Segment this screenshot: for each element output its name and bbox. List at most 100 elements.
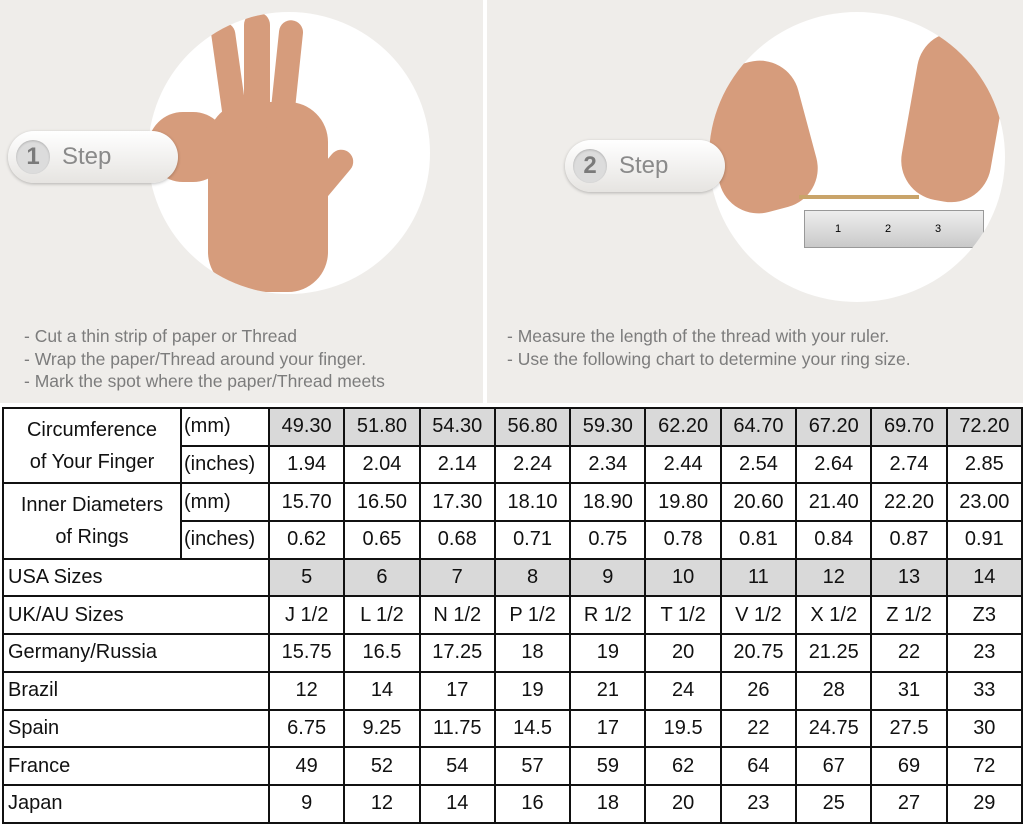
row-label: Japan: [2, 783, 270, 824]
value-cell: 0.68: [418, 520, 496, 560]
value-cell: 19.5: [644, 708, 722, 749]
value-cell: 56.80: [493, 407, 572, 447]
value-cell: 18: [569, 783, 647, 824]
table-row: (inches) 0.62 0.65 0.68 0.71 0.75 0.78 0.81 0.84…: [3, 520, 1023, 560]
value-cell: 17.30: [418, 482, 496, 523]
step2-badge: 2 Step: [565, 140, 725, 192]
value-cell: 54: [418, 746, 496, 786]
value-cell: 0.81: [719, 520, 798, 560]
value-cell: 2.04: [343, 444, 421, 485]
value-cell: 69.70: [870, 407, 948, 447]
step1-number: 1: [16, 140, 50, 174]
value-cell: X 1/2: [795, 595, 873, 636]
value-cell: 8: [493, 557, 572, 598]
table-row: USA Sizes 5 6 7 8 9 10 11 12 13 14: [2, 557, 1023, 598]
value-cell: 5: [267, 557, 346, 598]
value-cell: 69: [870, 746, 948, 786]
ruler: 1 2 3: [804, 210, 984, 248]
table-row: Germany/Russia 15.75 16.5 17.25 18 19 20 20.75 2…: [2, 633, 1023, 673]
value-cell: P 1/2: [493, 595, 572, 636]
row-label: USA Sizes: [2, 557, 270, 598]
value-cell: 10: [644, 557, 722, 598]
value-cell: 22.20: [870, 482, 948, 523]
value-cell: 9.25: [343, 708, 421, 749]
value-cell: 49.30: [267, 407, 346, 447]
row-label: Germany/Russia: [2, 633, 270, 673]
value-cell: 17: [418, 670, 496, 711]
value-cell: 7: [418, 557, 496, 598]
value-cell: 52: [343, 746, 421, 786]
value-cell: 0.75: [569, 520, 647, 560]
value-cell: 16.5: [343, 633, 421, 673]
instruction: - Mark the spot where the paper/Thread m…: [24, 371, 385, 391]
ruler-mark: 3: [935, 223, 942, 235]
value-cell: 15.75: [267, 633, 346, 673]
row-label: France: [2, 746, 270, 786]
value-cell: 20: [644, 783, 722, 824]
value-cell: 21.40: [795, 482, 873, 523]
step2-label: Step: [619, 152, 669, 179]
value-cell: 16.50: [343, 482, 421, 523]
value-cell: 26: [719, 670, 798, 711]
value-cell: 18.10: [493, 482, 572, 523]
value-cell: R 1/2: [569, 595, 647, 636]
value-cell: 14.5: [493, 708, 572, 749]
value-cell: T 1/2: [644, 595, 722, 636]
value-cell: Z3: [945, 595, 1023, 636]
row-label: UK/AU Sizes: [2, 595, 270, 636]
value-cell: 20.60: [719, 482, 798, 523]
step1-badge: 1 Step: [8, 131, 178, 183]
value-cell: 2.24: [493, 444, 572, 485]
value-cell: 33: [945, 670, 1023, 711]
circ-label-line: of Your Finger: [29, 450, 155, 473]
value-cell: 20: [644, 633, 722, 673]
value-cell: 49: [267, 746, 346, 786]
ruler-mark: 2: [885, 223, 892, 235]
value-cell: 21.25: [795, 633, 873, 673]
ring-size-table: Circumference of Your Finger (mm) 49.30 51.8…: [2, 406, 1023, 824]
value-cell: 30: [945, 708, 1023, 749]
ruler-photo: 1 2 3: [709, 12, 1005, 302]
value-cell: 0.71: [493, 520, 572, 560]
value-cell: 14: [418, 783, 496, 824]
value-cell: 18.90: [569, 482, 647, 523]
value-cell: 29: [945, 783, 1023, 824]
ruler-mark: 1: [835, 223, 842, 235]
value-cell: V 1/2: [719, 595, 798, 636]
value-cell: 23.00: [945, 482, 1023, 523]
instruction: - Measure the length of the thread with …: [507, 326, 890, 346]
step2-number: 2: [573, 149, 607, 183]
table-row: France 49 52 54 57 59 62 64 67 69 72: [2, 746, 1023, 786]
step1-panel: 1 Step - Cut a thin strip of paper or Th…: [0, 0, 483, 403]
value-cell: 28: [795, 670, 873, 711]
table-row: UK/AU Sizes J 1/2 L 1/2 N 1/2 P 1/2 R 1/2 T 1/…: [2, 595, 1023, 636]
value-cell: N 1/2: [418, 595, 496, 636]
value-cell: 16: [493, 783, 572, 824]
value-cell: 0.65: [343, 520, 421, 560]
instruction: - Use the following chart to determine y…: [507, 348, 911, 369]
value-cell: 15.70: [267, 482, 346, 523]
value-cell: 9: [569, 557, 647, 598]
value-cell: 17.25: [418, 633, 496, 673]
value-cell: 59.30: [569, 407, 647, 447]
value-cell: 19.80: [644, 482, 722, 523]
value-cell: 0.91: [945, 520, 1023, 560]
value-cell: 54.30: [418, 407, 496, 447]
hand-photo: [148, 12, 430, 294]
value-cell: 24: [644, 670, 722, 711]
table-row: Brazil 12 14 17 19 21 24 26 28 31 33: [2, 670, 1023, 711]
value-cell: 2.44: [644, 444, 722, 485]
value-cell: 17: [569, 708, 647, 749]
step1-instructions: - Cut a thin strip of paper or Thread - …: [24, 325, 385, 393]
value-cell: 14: [945, 557, 1023, 598]
value-cell: 0.87: [870, 520, 948, 560]
table-row: Spain 6.75 9.25 11.75 14.5 17 19.5 22 24.75 27.5 3…: [2, 708, 1023, 749]
value-cell: 12: [343, 783, 421, 824]
value-cell: 6: [343, 557, 421, 598]
value-cell: 0.62: [267, 520, 346, 560]
unit-cell: (inches): [180, 444, 270, 485]
value-cell: 57: [493, 746, 572, 786]
diam-label-line: of Rings: [55, 526, 129, 549]
unit-cell: (mm): [180, 407, 270, 447]
value-cell: 19: [493, 670, 572, 711]
